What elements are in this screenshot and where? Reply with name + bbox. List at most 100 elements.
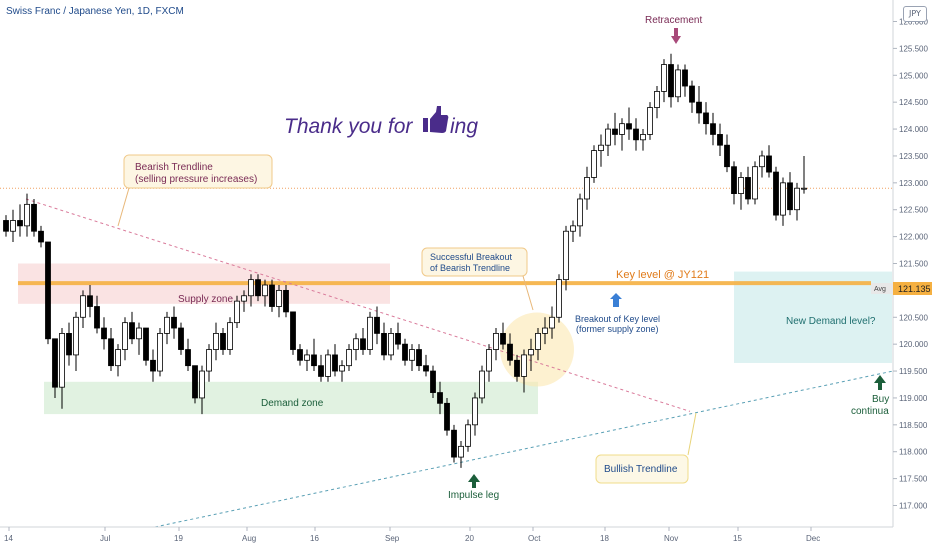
- candle-body: [598, 144, 604, 151]
- candle-body: [738, 177, 744, 194]
- demand-zone-rect: [44, 381, 538, 415]
- candle-body: [654, 91, 660, 108]
- bearish-callout-pointer: [117, 187, 130, 227]
- candle: [640, 129, 646, 151]
- candle: [129, 311, 135, 345]
- x-tick-label: 15: [733, 534, 742, 543]
- candle-body: [164, 316, 170, 334]
- candle-body: [521, 354, 527, 377]
- bullish-callout-pointer: [687, 412, 697, 456]
- candle: [423, 354, 429, 377]
- candle: [31, 198, 37, 237]
- candle-body: [31, 203, 37, 232]
- price-tag: Avg 121.135: [871, 282, 932, 295]
- candle: [745, 166, 751, 205]
- candle: [269, 279, 275, 312]
- candle-body: [591, 150, 597, 178]
- candle-body: [577, 198, 583, 227]
- candle: [696, 86, 702, 124]
- candle-body: [171, 316, 177, 329]
- candle-body: [465, 424, 471, 447]
- candle-body: [689, 85, 695, 103]
- candle: [3, 215, 9, 237]
- candle-body: [745, 177, 751, 200]
- candle-body: [801, 187, 807, 190]
- candle: [472, 392, 478, 436]
- candle-body: [80, 295, 86, 318]
- candle: [759, 150, 765, 178]
- candle-body: [227, 322, 233, 350]
- candle: [122, 317, 128, 361]
- candle: [661, 59, 667, 103]
- candle-body: [178, 327, 184, 350]
- candle-body: [73, 316, 79, 356]
- candle-body: [241, 295, 247, 302]
- successful-breakout-sublabel: of Bearish Trendline: [430, 263, 510, 273]
- candle: [619, 118, 625, 151]
- candle: [584, 166, 590, 210]
- candle-body: [45, 241, 51, 340]
- x-tick-label: 19: [174, 534, 183, 543]
- candle: [318, 354, 324, 382]
- current-price-tag: 121.135: [898, 284, 931, 294]
- breakout-callout-pointer: [522, 275, 534, 311]
- candle: [367, 311, 373, 355]
- candle-body: [794, 187, 800, 211]
- y-tick-label: 118.000: [899, 448, 928, 457]
- x-tick-label: Oct: [528, 534, 541, 543]
- chart-title: Swiss Franc / Japanese Yen, 1D, FXCM: [6, 6, 184, 17]
- candle-body: [675, 69, 681, 98]
- candle-body: [220, 333, 226, 350]
- candle-body: [318, 365, 324, 377]
- y-tick-label: 124.000: [899, 125, 928, 134]
- currency-badge[interactable]: JPY: [903, 6, 927, 22]
- candle: [150, 349, 156, 382]
- candle-body: [710, 123, 716, 135]
- candle-body: [787, 182, 793, 211]
- breakout-key-sublabel: (former supply zone): [576, 324, 659, 334]
- candle-body: [668, 64, 674, 98]
- candle-body: [339, 365, 345, 372]
- new-demand-label: New Demand level?: [786, 316, 876, 327]
- y-tick-label: 117.000: [899, 501, 928, 510]
- candle: [710, 112, 716, 146]
- avg-tag: Avg: [874, 286, 886, 293]
- candle: [633, 118, 639, 151]
- candle-body: [437, 392, 443, 404]
- candle-body: [570, 225, 576, 232]
- candle: [297, 344, 303, 366]
- candle: [220, 328, 226, 355]
- candle: [493, 328, 499, 361]
- candle: [17, 204, 23, 237]
- candle: [395, 322, 401, 350]
- key-level-label: Key level @ JY121: [616, 269, 709, 281]
- candle: [647, 102, 653, 140]
- candle: [115, 344, 121, 377]
- y-tick-label: 118.500: [899, 421, 928, 430]
- candle-body: [759, 155, 765, 168]
- candle: [87, 285, 93, 318]
- candle: [388, 328, 394, 361]
- candle-body: [528, 349, 534, 356]
- candle: [283, 285, 289, 318]
- candle-body: [514, 359, 520, 377]
- candle-body: [584, 177, 590, 200]
- candle-body: [703, 112, 709, 125]
- x-tick-label: Jul: [100, 534, 110, 543]
- candle-body: [213, 333, 219, 350]
- candle: [717, 123, 723, 156]
- candle-body: [283, 289, 289, 313]
- x-tick-label: Aug: [242, 534, 256, 543]
- candle-body: [66, 333, 72, 356]
- candle-body: [297, 349, 303, 361]
- candle: [787, 172, 793, 216]
- candle-body: [101, 327, 107, 340]
- candle: [724, 134, 730, 173]
- candle-body: [199, 370, 205, 399]
- candle: [73, 311, 79, 372]
- candle: [227, 317, 233, 355]
- bearish-callout-box: [123, 154, 273, 189]
- candle: [556, 274, 562, 323]
- candle: [143, 327, 149, 366]
